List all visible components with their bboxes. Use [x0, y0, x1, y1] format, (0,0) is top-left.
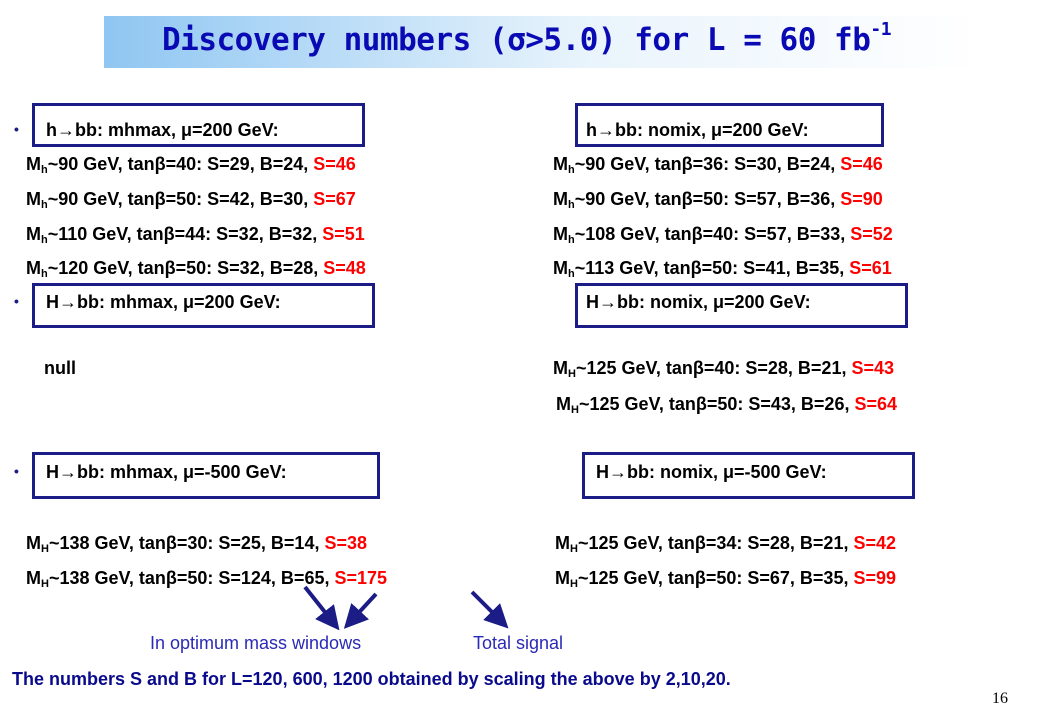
- result-row: Mh~113 GeV, tanβ=50: S=41, B=35, S=61: [553, 258, 892, 280]
- bullet: •: [14, 293, 19, 309]
- section-header: H→bb: mhmax, μ=-500 GeV:: [46, 462, 287, 482]
- result-row: Mh~108 GeV, tanβ=40: S=57, B=33, S=52: [553, 224, 893, 246]
- result-row: MH~125 GeV, tanβ=34: S=28, B=21, S=42: [555, 533, 897, 555]
- result-row: Mh~110 GeV, tanβ=44: S=32, B=32, S=51: [26, 224, 365, 246]
- arrow-icon: [470, 590, 509, 629]
- header-box: [575, 103, 884, 147]
- section-header: h→bb: mhmax, μ=200 GeV:: [46, 120, 279, 140]
- null-result: null: [44, 358, 76, 378]
- page-number: 16: [992, 690, 1008, 707]
- header-box: [575, 283, 908, 328]
- result-row: MH~125 GeV, tanβ=50: S=43, B=26, S=64: [556, 394, 898, 416]
- result-row: MH~125 GeV, tanβ=50: S=67, B=35, S=99: [555, 568, 897, 590]
- title-banner: [104, 16, 984, 68]
- header-box: [32, 283, 375, 328]
- header-box: [32, 452, 380, 499]
- result-row: MH~138 GeV, tanβ=30: S=25, B=14, S=38: [26, 533, 368, 555]
- result-row: Mh~120 GeV, tanβ=50: S=32, B=28, S=48: [26, 258, 366, 280]
- section-header: h→bb: nomix, μ=200 GeV:: [586, 120, 809, 140]
- section-header: H→bb: nomix, μ=-500 GeV:: [596, 462, 827, 482]
- section-header: H→bb: nomix, μ=200 GeV:: [586, 292, 811, 312]
- bullet: •: [14, 121, 19, 137]
- arrow-icon: [303, 585, 340, 631]
- footer-note: The numbers S and B for L=120, 600, 1200…: [12, 669, 731, 689]
- header-box: [32, 103, 365, 147]
- result-row: Mh~90 GeV, tanβ=36: S=30, B=24, S=46: [553, 154, 883, 176]
- result-row: Mh~90 GeV, tanβ=50: S=42, B=30, S=67: [26, 189, 356, 211]
- result-row: Mh~90 GeV, tanβ=40: S=29, B=24, S=46: [26, 154, 356, 176]
- result-row: MH~138 GeV, tanβ=50: S=124, B=65, S=175: [26, 568, 388, 590]
- note-mass-windows: In optimum mass windows: [150, 633, 362, 653]
- result-row: Mh~90 GeV, tanβ=50: S=57, B=36, S=90: [553, 189, 883, 211]
- bullet: •: [14, 463, 19, 479]
- slide-title: Discovery numbers (σ>5.0) for L = 60 fb-…: [162, 18, 892, 58]
- result-row: MH~125 GeV, tanβ=40: S=28, B=21, S=43: [553, 358, 895, 380]
- arrow-icon: [343, 592, 378, 629]
- header-box: [582, 452, 915, 499]
- section-header: H→bb: mhmax, μ=200 GeV:: [46, 292, 281, 312]
- note-total-signal: Total signal: [473, 633, 564, 653]
